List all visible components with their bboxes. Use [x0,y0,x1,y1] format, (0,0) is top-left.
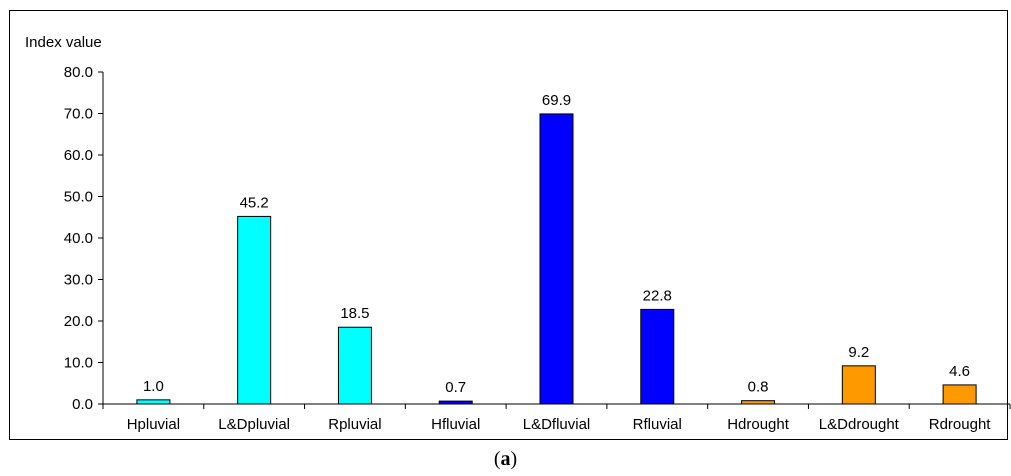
x-category-label: L&Dfluvial [523,416,591,433]
bar-rdrought [942,384,977,405]
x-category-label: Hdrought [727,416,790,433]
y-ticks: 0.0 10.0 20.0 30.0 40.0 50.0 60.0 70.0 80.0 [64,64,103,413]
bar-l-and-dfluvial [539,113,574,405]
x-category-label: Rfluvial [633,416,682,433]
bar-hpluvial [136,399,171,405]
caption-open: ( [493,448,501,470]
y-tick-label: 60.0 [64,147,93,164]
y-tick-label: 0.0 [72,396,93,413]
bar-l-and-dpluvial [237,215,272,405]
data-label: 18.5 [340,305,369,322]
figure-caption: (a) [0,448,1011,471]
x-category-label: Rpluvial [328,416,381,433]
caption-close: ) [510,448,518,470]
y-tick-label: 80.0 [64,64,93,81]
x-category-label: Hpluvial [127,416,180,433]
chart-frame [9,10,1008,440]
bar-hfluvial [438,400,473,405]
data-label: 45.2 [240,194,269,211]
x-category-label: L&Dpluvial [218,416,290,433]
x-ticks [102,404,1011,409]
bar-chart: Index value 0.0 10.0 20.0 30.0 40.0 50.0 60.0 7… [25,34,1011,433]
caption-letter: a [500,448,511,470]
data-label: 22.8 [643,287,672,304]
bar-rpluvial [337,326,372,405]
bars [136,113,977,405]
y-tick-label: 70.0 [64,106,93,123]
y-tick-label: 40.0 [64,230,93,247]
data-label: 0.8 [748,379,769,396]
y-tick-label: 10.0 [64,355,93,372]
data-label: 9.2 [848,344,869,361]
category-labels: Hpluvial L&Dpluvial Rpluvial Hfluvial L&Dflu… [127,416,992,433]
data-label: 4.6 [949,363,970,380]
y-tick-label: 30.0 [64,272,93,289]
data-label: 1.0 [143,378,164,395]
bar-l-and-ddrought [841,365,876,405]
data-labels: 1.0 45.2 18.5 0.7 69.9 22.8 0.8 9.2 4.6 [143,92,970,396]
bar-rfluvial [640,308,675,405]
data-label: 69.9 [542,92,571,109]
x-category-label: Hfluvial [431,416,480,433]
x-category-label: Rdrought [929,416,992,433]
y-tick-label: 50.0 [64,189,93,206]
y-axis-label: Index value [25,34,102,51]
y-tick-label: 20.0 [64,313,93,330]
data-label: 0.7 [445,379,466,396]
bar-hdrought [741,400,776,405]
x-category-label: L&Ddrought [819,416,900,433]
